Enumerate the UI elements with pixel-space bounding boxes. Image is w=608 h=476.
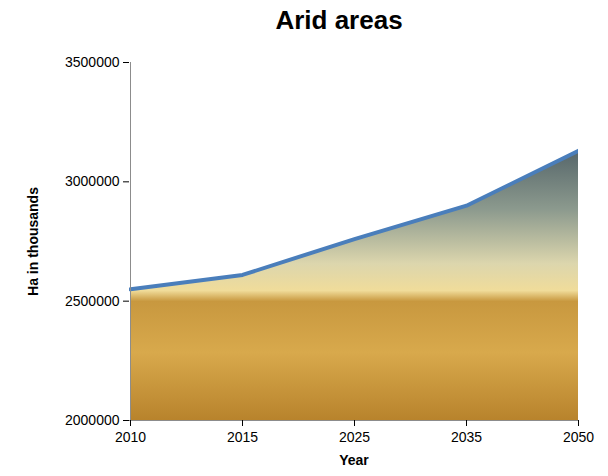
svg-text:2000000: 2000000 xyxy=(65,412,120,428)
svg-text:2035: 2035 xyxy=(451,429,482,445)
svg-text:3500000: 3500000 xyxy=(65,54,120,70)
svg-text:3000000: 3000000 xyxy=(65,173,120,189)
svg-text:2015: 2015 xyxy=(227,429,258,445)
svg-text:2500000: 2500000 xyxy=(65,293,120,309)
svg-text:Ha in thousands: Ha in thousands xyxy=(25,187,41,296)
html-text:Arid areas: Arid areas xyxy=(275,5,403,35)
svg-text:2010: 2010 xyxy=(115,429,146,445)
svg-text:2025: 2025 xyxy=(339,429,370,445)
svg-text:2050: 2050 xyxy=(563,429,594,445)
svg-text:Year: Year xyxy=(339,452,369,468)
